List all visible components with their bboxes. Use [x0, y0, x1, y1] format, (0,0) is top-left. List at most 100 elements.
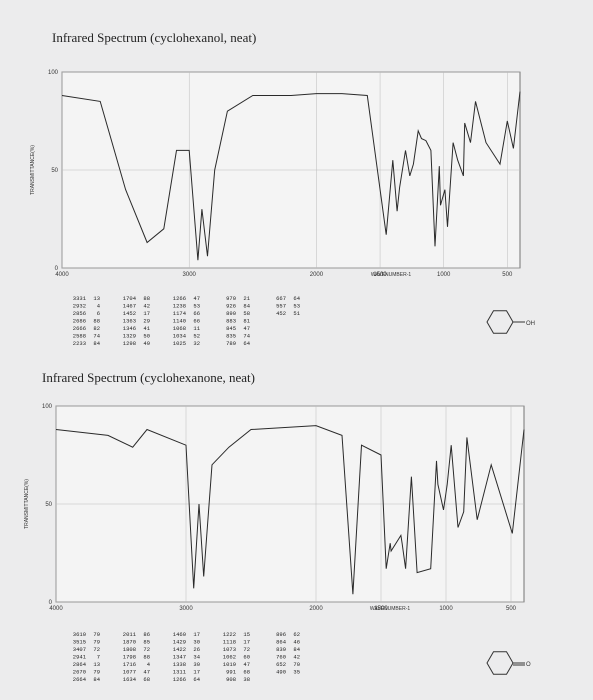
peak-transmittance: 41 [143, 325, 150, 332]
peak-wavenumber: 1704 [123, 295, 137, 302]
peak-transmittance: 72 [143, 646, 150, 653]
peak-transmittance: 66 [193, 318, 200, 325]
peak-transmittance: 34 [193, 654, 200, 661]
peak-wavenumber: 1422 [173, 646, 186, 653]
peak-wavenumber: 1298 [123, 340, 136, 347]
peak-transmittance: 84 [93, 340, 100, 347]
peak-wavenumber: 1266 [173, 295, 186, 302]
peak-wavenumber: 1025 [173, 340, 186, 347]
peak-transmittance: 38 [243, 676, 250, 683]
structure-label: OH [526, 321, 535, 327]
y-tick-label: 0 [55, 266, 59, 272]
peak-transmittance: 42 [293, 654, 300, 661]
peak-wavenumber: 1174 [173, 310, 187, 317]
peak-transmittance: 32 [193, 340, 200, 347]
peak-wavenumber: 1363 [123, 318, 136, 325]
peak-transmittance: 13 [93, 661, 100, 668]
peak-transmittance: 88 [143, 295, 150, 302]
peak-transmittance: 79 [93, 669, 100, 676]
peak-wavenumber: 1338 [173, 661, 186, 668]
peak-transmittance: 70 [293, 661, 300, 668]
peak-transmittance: 58 [243, 310, 250, 317]
peak-transmittance: 79 [93, 639, 100, 646]
peak-transmittance: 72 [93, 646, 100, 653]
peak-wavenumber: 864 [276, 639, 287, 646]
x-axis-label: WAVENUMBER-1 [371, 272, 412, 278]
peak-wavenumber: 2233 [73, 340, 86, 347]
peak-transmittance: 82 [93, 325, 100, 332]
peak-wavenumber: 1329 [123, 333, 136, 340]
peak-wavenumber: 1716 [123, 661, 136, 668]
peak-transmittance: 74 [93, 333, 100, 340]
x-tick-label: 2000 [309, 606, 323, 612]
peak-wavenumber: 2941 [73, 654, 87, 661]
peak-transmittance: 15 [243, 631, 250, 638]
peak-transmittance: 29 [143, 318, 150, 325]
peak-wavenumber: 1019 [223, 661, 236, 668]
peak-wavenumber: 835 [226, 333, 236, 340]
x-axis-label: WAVENUMBER-1 [370, 606, 411, 612]
ring [486, 651, 514, 675]
peak-transmittance: 74 [243, 333, 250, 340]
x-tick-label: 2000 [310, 272, 324, 278]
peak-transmittance: 47 [243, 325, 250, 332]
y-tick-label: 50 [51, 168, 58, 174]
peak-transmittance: 47 [193, 295, 200, 302]
structure-label: O [526, 662, 531, 668]
peak-transmittance: 47 [243, 661, 250, 668]
ring [486, 310, 514, 334]
peak-wavenumber: 2856 [73, 310, 86, 317]
chart-title: Infrared Spectrum (cyclohexanone, neat) [42, 370, 255, 385]
peak-transmittance: 35 [293, 669, 300, 676]
x-tick-label: 4000 [49, 606, 63, 612]
peak-wavenumber: 1077 [123, 669, 136, 676]
peak-transmittance: 30 [193, 661, 200, 668]
peak-transmittance: 64 [193, 676, 200, 683]
peak-wavenumber: 2864 [73, 661, 87, 668]
y-axis-label: TRANSMITTANCE(%) [30, 145, 36, 195]
peak-wavenumber: 1634 [123, 676, 137, 683]
peak-transmittance: 49 [143, 340, 150, 347]
peak-wavenumber: 2588 [73, 333, 86, 340]
x-tick-label: 3000 [183, 272, 197, 278]
peak-transmittance: 60 [243, 654, 250, 661]
peak-wavenumber: 652 [276, 661, 286, 668]
peak-wavenumber: 1467 [123, 303, 136, 310]
y-axis-label: TRANSMITTANCE(%) [24, 479, 30, 529]
peak-transmittance: 17 [193, 631, 200, 638]
peak-wavenumber: 2011 [123, 631, 137, 638]
x-tick-label: 1000 [439, 606, 453, 612]
peak-wavenumber: 896 [276, 631, 286, 638]
peak-wavenumber: 2664 [73, 676, 87, 683]
peak-transmittance: 68 [143, 676, 150, 683]
peak-transmittance: 53 [293, 303, 300, 310]
peak-wavenumber: 1452 [123, 310, 136, 317]
peak-transmittance: 85 [143, 639, 150, 646]
peak-transmittance: 52 [193, 333, 200, 340]
peak-transmittance: 79 [93, 631, 100, 638]
peak-transmittance: 84 [243, 303, 250, 310]
peak-wavenumber: 1808 [123, 646, 136, 653]
peak-transmittance: 30 [193, 639, 200, 646]
peak-transmittance: 51 [293, 310, 300, 317]
peak-transmittance: 6 [97, 310, 100, 317]
peak-transmittance: 17 [143, 310, 150, 317]
peak-wavenumber: 1068 [173, 325, 186, 332]
x-tick-label: 4000 [55, 272, 69, 278]
peak-wavenumber: 3515 [73, 639, 86, 646]
peak-transmittance: 47 [143, 669, 150, 676]
peak-wavenumber: 845 [226, 325, 236, 332]
x-tick-label: 1500 [373, 272, 387, 278]
peak-wavenumber: 970 [226, 295, 236, 302]
x-tick-label: 1500 [374, 606, 388, 612]
peak-wavenumber: 883 [226, 318, 236, 325]
peak-wavenumber: 2666 [73, 325, 86, 332]
peak-transmittance: 46 [293, 639, 300, 646]
peak-wavenumber: 1346 [123, 325, 136, 332]
peak-wavenumber: 2932 [73, 303, 86, 310]
peak-transmittance: 50 [143, 333, 150, 340]
y-tick-label: 100 [48, 70, 59, 76]
x-tick-label: 1000 [437, 272, 451, 278]
peak-transmittance: 17 [243, 639, 250, 646]
